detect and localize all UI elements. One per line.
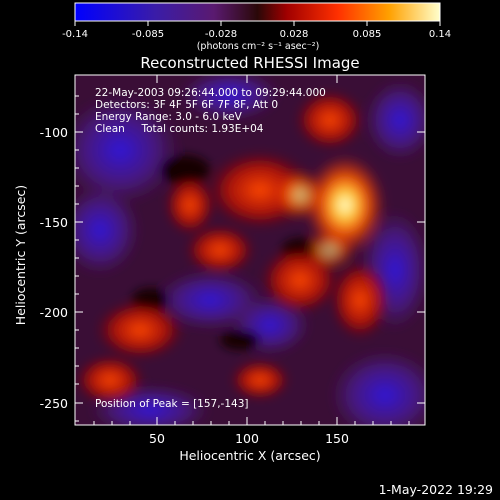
plot-title: Reconstructed RHESSI Image [140, 54, 359, 72]
rhessi-image [75, 75, 425, 425]
colorbar-gradient [74, 2, 441, 22]
footer-date: 1-May-2022 19:29 [379, 482, 493, 497]
y-axis-label: Heliocentric Y (arcsec) [13, 185, 28, 325]
colorbar-tick-label: -0.028 [205, 29, 237, 40]
colorbar-tick-label: -0.085 [132, 29, 164, 40]
colorbar: -0.14 -0.085 -0.028 0.028 0.085 0.14 (ph… [62, 2, 451, 52]
colorbar-tick-label: 0.085 [353, 29, 382, 40]
y-tick-label: -100 [40, 125, 68, 140]
info-detectors: Detectors: 3F 4F 5F 6F 7F 8F, Att 0 [95, 99, 278, 111]
colorbar-tick-label: -0.14 [62, 29, 88, 40]
x-tick-label: 50 [149, 431, 165, 446]
y-tick-label: -200 [40, 305, 68, 320]
peak-position: Position of Peak = [157,-143] [95, 398, 249, 410]
colorbar-tick-label: 0.14 [429, 29, 451, 40]
axis-ticks [75, 75, 425, 425]
plot-frame [74, 74, 426, 426]
x-tick-label: 100 [235, 431, 259, 446]
colorbar-units: (photons cm⁻² s⁻¹ asec⁻²) [197, 41, 320, 52]
info-block: 22-May-2003 09:26:44.000 to 09:29:44.000… [95, 87, 326, 135]
y-tick-label: -250 [40, 396, 68, 411]
y-tick-label: -150 [40, 215, 68, 230]
colorbar-tick-label: 0.028 [280, 29, 309, 40]
x-tick-label: 150 [325, 431, 349, 446]
info-method: Clean Total counts: 1.93E+04 [95, 123, 264, 135]
info-energy: Energy Range: 3.0 - 6.0 keV [95, 111, 243, 123]
info-time-range: 22-May-2003 09:26:44.000 to 09:29:44.000 [95, 87, 326, 99]
x-axis-label: Heliocentric X (arcsec) [179, 448, 320, 463]
